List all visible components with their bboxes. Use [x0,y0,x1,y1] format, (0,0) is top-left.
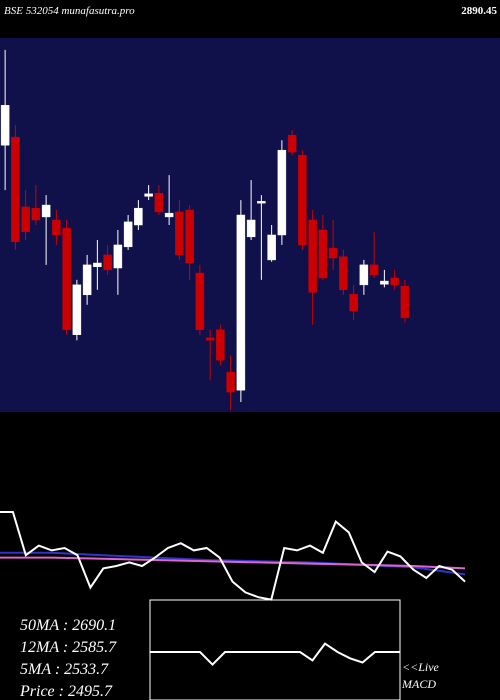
candle-body [246,219,256,238]
candle-body [257,201,266,204]
candle-body [277,149,287,236]
candle-body [339,256,348,291]
candle-body [359,264,369,286]
candle-body [0,105,10,146]
candle-body [154,192,164,213]
candle-body [216,329,225,361]
candle-body [123,221,133,248]
candle-body [62,227,71,330]
candle-body [113,244,123,269]
candle-body [298,154,307,246]
candle-body [328,247,338,259]
macd-label: MACD [401,677,436,691]
stat: 12MA : 2585.7 [20,639,117,656]
candle-body [349,293,358,312]
candle-body [236,214,246,391]
candle-body [134,207,143,226]
candle-body [164,212,174,218]
top-price: 2890.45 [461,5,497,17]
candle-body [185,209,194,264]
candle-body [318,229,328,279]
candle-body [390,277,399,286]
candle-body [369,264,379,276]
macd-box [149,599,401,700]
candle-body [287,134,297,153]
series-line [0,511,466,601]
candle-body [82,264,92,296]
candle-body [144,193,153,197]
candle-body [103,254,112,271]
macd-label: <<Live [402,660,440,674]
series-line [150,642,400,667]
candle-body [93,262,102,268]
candle-body [52,219,61,236]
candle-body [11,136,20,243]
stat: 50MA : 2690.1 [20,617,116,634]
candle-body [205,337,215,341]
candle-body [226,371,235,393]
series-line [0,556,466,570]
candle-body [41,204,51,218]
candle-body [267,234,276,261]
candle-body [308,219,317,293]
stat: Price : 2495.7 [19,683,113,700]
stat: 5MA : 2533.7 [20,661,109,678]
candle-body [72,284,82,335]
candle-body [21,206,30,233]
candle-body [380,280,389,285]
header-title: BSE 532054 munafasutra.pro [4,5,135,17]
candle-body [175,211,184,256]
candle-body [400,285,410,319]
candle-body [31,207,41,221]
candle-body [195,272,205,330]
